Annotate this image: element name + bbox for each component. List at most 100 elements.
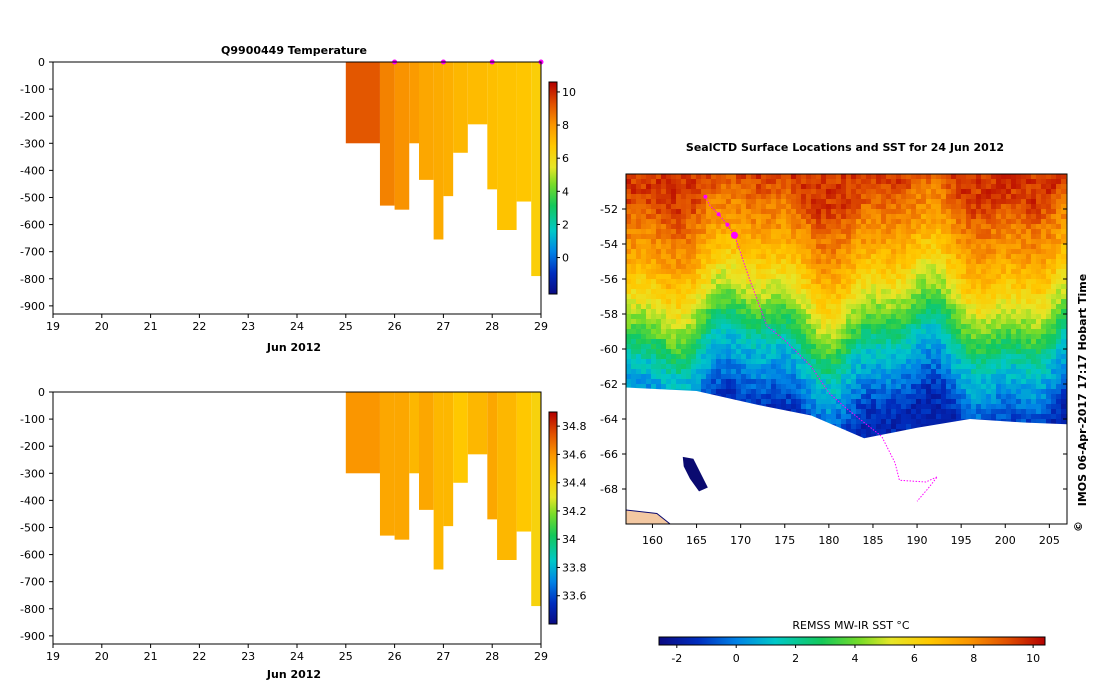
sst-pixel bbox=[806, 389, 811, 394]
sst-pixel bbox=[776, 309, 781, 314]
sst-pixel bbox=[791, 224, 796, 229]
sst-pixel bbox=[811, 224, 816, 229]
sst-pixel bbox=[791, 344, 796, 349]
sst-pixel bbox=[971, 294, 976, 299]
sst-pixel bbox=[726, 229, 731, 234]
colorbar-band bbox=[549, 506, 557, 507]
sst-pixel bbox=[696, 334, 701, 339]
colorbar-band bbox=[549, 568, 557, 569]
sst-pixel bbox=[691, 259, 696, 264]
sst-pixel bbox=[701, 319, 706, 324]
sst-pixel bbox=[911, 384, 916, 389]
colorbar-band bbox=[549, 106, 557, 107]
sst-pixel bbox=[1001, 404, 1006, 409]
sst-pixel bbox=[671, 174, 676, 179]
sst-pixel bbox=[886, 249, 891, 254]
sst-pixel bbox=[706, 204, 711, 209]
sst-pixel bbox=[886, 309, 891, 314]
sst-pixel bbox=[731, 364, 736, 369]
sst-pixel bbox=[811, 274, 816, 279]
colorbar-band bbox=[549, 279, 557, 280]
sst-pixel bbox=[966, 379, 971, 384]
colorbar-band bbox=[549, 503, 557, 504]
sst-pixel bbox=[686, 214, 691, 219]
sst-pixel bbox=[926, 264, 931, 269]
colorbar-band bbox=[549, 225, 557, 226]
sst-pixel bbox=[791, 379, 796, 384]
sst-pixel bbox=[816, 179, 821, 184]
sst-pixel bbox=[971, 349, 976, 354]
sst-pixel bbox=[851, 279, 856, 284]
sst-pixel bbox=[906, 404, 911, 409]
profile-cell bbox=[487, 62, 498, 190]
colorbar-band bbox=[549, 211, 557, 212]
sst-pixel bbox=[786, 319, 791, 324]
sst-pixel bbox=[731, 219, 736, 224]
sst-pixel bbox=[1001, 314, 1006, 319]
sst-pixel bbox=[906, 394, 911, 399]
sst-pixel bbox=[866, 219, 871, 224]
sst-pixel bbox=[756, 259, 761, 264]
sst-pixel bbox=[936, 224, 941, 229]
sst-pixel bbox=[746, 334, 751, 339]
colorbar-band bbox=[549, 534, 557, 535]
sst-pixel bbox=[756, 199, 761, 204]
sst-pixel bbox=[961, 264, 966, 269]
sst-pixel bbox=[656, 294, 661, 299]
sst-pixel bbox=[706, 284, 711, 289]
sst-pixel bbox=[946, 269, 951, 274]
sst-pixel bbox=[651, 194, 656, 199]
sst-pixel bbox=[986, 269, 991, 274]
sst-pixel bbox=[826, 324, 831, 329]
sst-pixel bbox=[741, 194, 746, 199]
sst-pixel bbox=[931, 249, 936, 254]
sst-pixel bbox=[876, 189, 881, 194]
sst-pixel bbox=[696, 339, 701, 344]
sst-pixel bbox=[716, 189, 721, 194]
sst-pixel bbox=[861, 414, 866, 419]
sst-pixel bbox=[981, 319, 986, 324]
sst-pixel bbox=[916, 269, 921, 274]
sst-pixel bbox=[651, 254, 656, 259]
sst-pixel bbox=[956, 234, 961, 239]
sst-pixel bbox=[716, 174, 721, 179]
sst-pixel bbox=[996, 354, 1001, 359]
sst-pixel bbox=[771, 354, 776, 359]
sst-pixel bbox=[736, 339, 741, 344]
sst-pixel bbox=[821, 194, 826, 199]
sst-pixel bbox=[951, 224, 956, 229]
sst-pixel bbox=[901, 299, 906, 304]
sst-pixel bbox=[766, 389, 771, 394]
sst-pixel bbox=[736, 209, 741, 214]
colorbar-band bbox=[549, 613, 557, 614]
sst-pixel bbox=[681, 189, 686, 194]
sst-pixel bbox=[776, 389, 781, 394]
sst-pixel bbox=[731, 389, 736, 394]
sst-pixel bbox=[956, 239, 961, 244]
sst-pixel bbox=[1011, 274, 1016, 279]
sst-pixel bbox=[1026, 234, 1031, 239]
sst-pixel bbox=[791, 384, 796, 389]
sst-pixel bbox=[796, 309, 801, 314]
colorbar-band bbox=[549, 535, 557, 536]
sst-pixel bbox=[801, 359, 806, 364]
sst-pixel bbox=[961, 209, 966, 214]
sst-pixel bbox=[656, 234, 661, 239]
colorbar-band bbox=[549, 252, 557, 253]
sst-pixel bbox=[816, 319, 821, 324]
sst-pixel bbox=[696, 224, 701, 229]
sst-pixel bbox=[716, 379, 721, 384]
sst-pixel bbox=[671, 349, 676, 354]
sst-pixel bbox=[791, 189, 796, 194]
sst-pixel bbox=[916, 364, 921, 369]
sst-pixel bbox=[921, 284, 926, 289]
sst-pixel bbox=[766, 219, 771, 224]
sst-pixel bbox=[676, 314, 681, 319]
sst-pixel bbox=[961, 314, 966, 319]
sst-pixel bbox=[656, 304, 661, 309]
sst-pixel bbox=[791, 399, 796, 404]
sst-pixel bbox=[641, 304, 646, 309]
colorbar-band bbox=[549, 270, 557, 271]
sst-pixel bbox=[891, 339, 896, 344]
sst-pixel bbox=[861, 324, 866, 329]
